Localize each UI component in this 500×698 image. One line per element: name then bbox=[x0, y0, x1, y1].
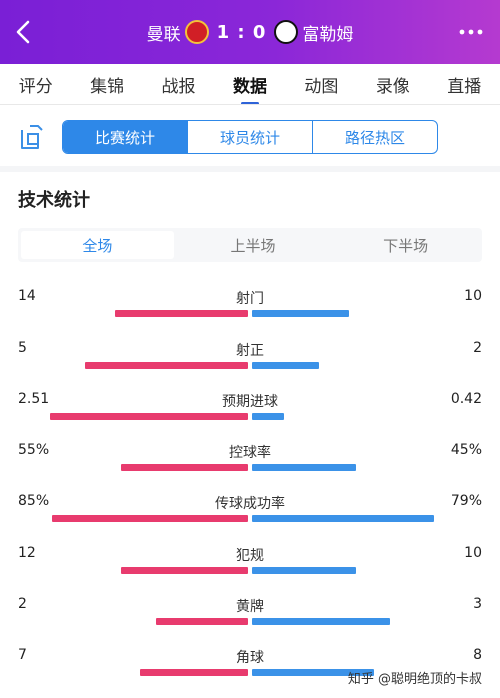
stat-away-value: 79% bbox=[450, 493, 482, 509]
match-header: 曼联 1 : 0 富勒姆 bbox=[0, 0, 500, 64]
stat-home-bar bbox=[115, 310, 248, 317]
stat-home-bar bbox=[52, 515, 248, 522]
stat-home-bar bbox=[140, 669, 248, 676]
stat-name: 犯规 bbox=[236, 548, 264, 564]
stat-home-bar bbox=[50, 413, 248, 420]
stat-away-bar bbox=[252, 310, 349, 317]
stat-away-bar bbox=[252, 464, 356, 471]
stat-away-bar bbox=[252, 567, 356, 574]
stat-away-bar bbox=[252, 413, 284, 420]
share-card-icon[interactable] bbox=[16, 122, 46, 152]
tab-live[interactable]: 直播 bbox=[447, 76, 482, 97]
section-gap bbox=[0, 166, 500, 172]
stat-away-value: 45% bbox=[450, 442, 482, 458]
stat-away-value: 10 bbox=[464, 288, 482, 304]
stat-home-value: 12 bbox=[18, 545, 36, 561]
stat-home-bar bbox=[156, 618, 248, 625]
stat-away-bar bbox=[252, 362, 319, 369]
segment-path-heatmap[interactable]: 路径热区 bbox=[312, 121, 437, 153]
match-score: 1 : 0 bbox=[216, 21, 267, 43]
stat-away-bar bbox=[252, 515, 434, 522]
stat-away-value: 0.42 bbox=[450, 391, 482, 407]
stat-away-value: 2 bbox=[473, 340, 482, 356]
stat-home-bar bbox=[121, 567, 248, 574]
stat-away-bar bbox=[252, 618, 390, 625]
away-team-name: 富勒姆 bbox=[302, 24, 354, 45]
stat-row: 14 射门 10 bbox=[0, 288, 500, 328]
stat-away-value: 3 bbox=[473, 596, 482, 612]
stat-name: 黄牌 bbox=[236, 599, 264, 615]
stat-home-value: 5 bbox=[18, 340, 27, 356]
stat-row: 5 射正 2 bbox=[0, 340, 500, 380]
stat-row: 2 黄牌 3 bbox=[0, 596, 500, 636]
stat-name: 预期进球 bbox=[222, 394, 278, 410]
nav-tabs: 评分 集锦 战报 数据 动图 录像 直播 bbox=[0, 64, 500, 105]
period-tabs: 全场 上半场 下半场 bbox=[18, 228, 482, 262]
stat-name: 射正 bbox=[236, 343, 264, 359]
stat-row: 55% 控球率 45% bbox=[0, 442, 500, 482]
stat-away-value: 8 bbox=[473, 647, 482, 663]
period-second-half[interactable]: 下半场 bbox=[383, 236, 429, 255]
stats-type-segment: 比赛统计 球员统计 路径热区 bbox=[62, 120, 438, 154]
tab-rating[interactable]: 评分 bbox=[18, 76, 53, 97]
watermark: 知乎 @聪明绝顶的卡叔 bbox=[347, 672, 482, 687]
stat-name: 控球率 bbox=[229, 445, 271, 461]
manchester-united-crest-icon bbox=[184, 20, 209, 44]
stat-row: 12 犯规 10 bbox=[0, 545, 500, 585]
stat-home-value: 7 bbox=[18, 647, 27, 663]
stat-home-value: 55% bbox=[18, 442, 50, 458]
stat-name: 传球成功率 bbox=[215, 496, 285, 512]
stat-name: 角球 bbox=[236, 650, 264, 666]
fulham-crest-icon bbox=[274, 20, 299, 44]
more-dots-icon[interactable] bbox=[458, 22, 484, 42]
chevron-left-icon[interactable] bbox=[10, 18, 38, 46]
segment-match-stats[interactable]: 比赛统计 bbox=[63, 121, 187, 153]
stat-home-bar bbox=[121, 464, 248, 471]
nav-divider bbox=[0, 104, 500, 105]
home-team-name: 曼联 bbox=[146, 24, 181, 45]
stat-home-bar bbox=[85, 362, 248, 369]
stat-name: 射门 bbox=[236, 291, 264, 307]
stat-row: 7 角球 8 bbox=[0, 647, 500, 687]
stat-row: 85% 传球成功率 79% bbox=[0, 493, 500, 533]
tab-replay[interactable]: 录像 bbox=[375, 76, 410, 97]
stat-away-bar bbox=[252, 669, 374, 676]
section-title: 技术统计 bbox=[18, 190, 90, 211]
period-first-half[interactable]: 上半场 bbox=[230, 236, 276, 255]
stat-row: 2.51 预期进球 0.42 bbox=[0, 391, 500, 431]
stat-home-value: 2.51 bbox=[18, 391, 50, 407]
tab-gifs[interactable]: 动图 bbox=[304, 76, 339, 97]
segment-player-stats[interactable]: 球员统计 bbox=[187, 121, 312, 153]
tab-data[interactable]: 数据 bbox=[233, 72, 267, 105]
stat-home-value: 14 bbox=[18, 288, 36, 304]
tab-report[interactable]: 战报 bbox=[161, 76, 196, 97]
header-bar: 曼联 1 : 0 富勒姆 bbox=[0, 0, 500, 64]
stat-home-value: 2 bbox=[18, 596, 27, 612]
stat-away-value: 10 bbox=[464, 545, 482, 561]
period-full-match[interactable]: 全场 bbox=[21, 231, 174, 259]
stat-home-value: 85% bbox=[18, 493, 50, 509]
tab-highlights[interactable]: 集锦 bbox=[90, 76, 125, 97]
